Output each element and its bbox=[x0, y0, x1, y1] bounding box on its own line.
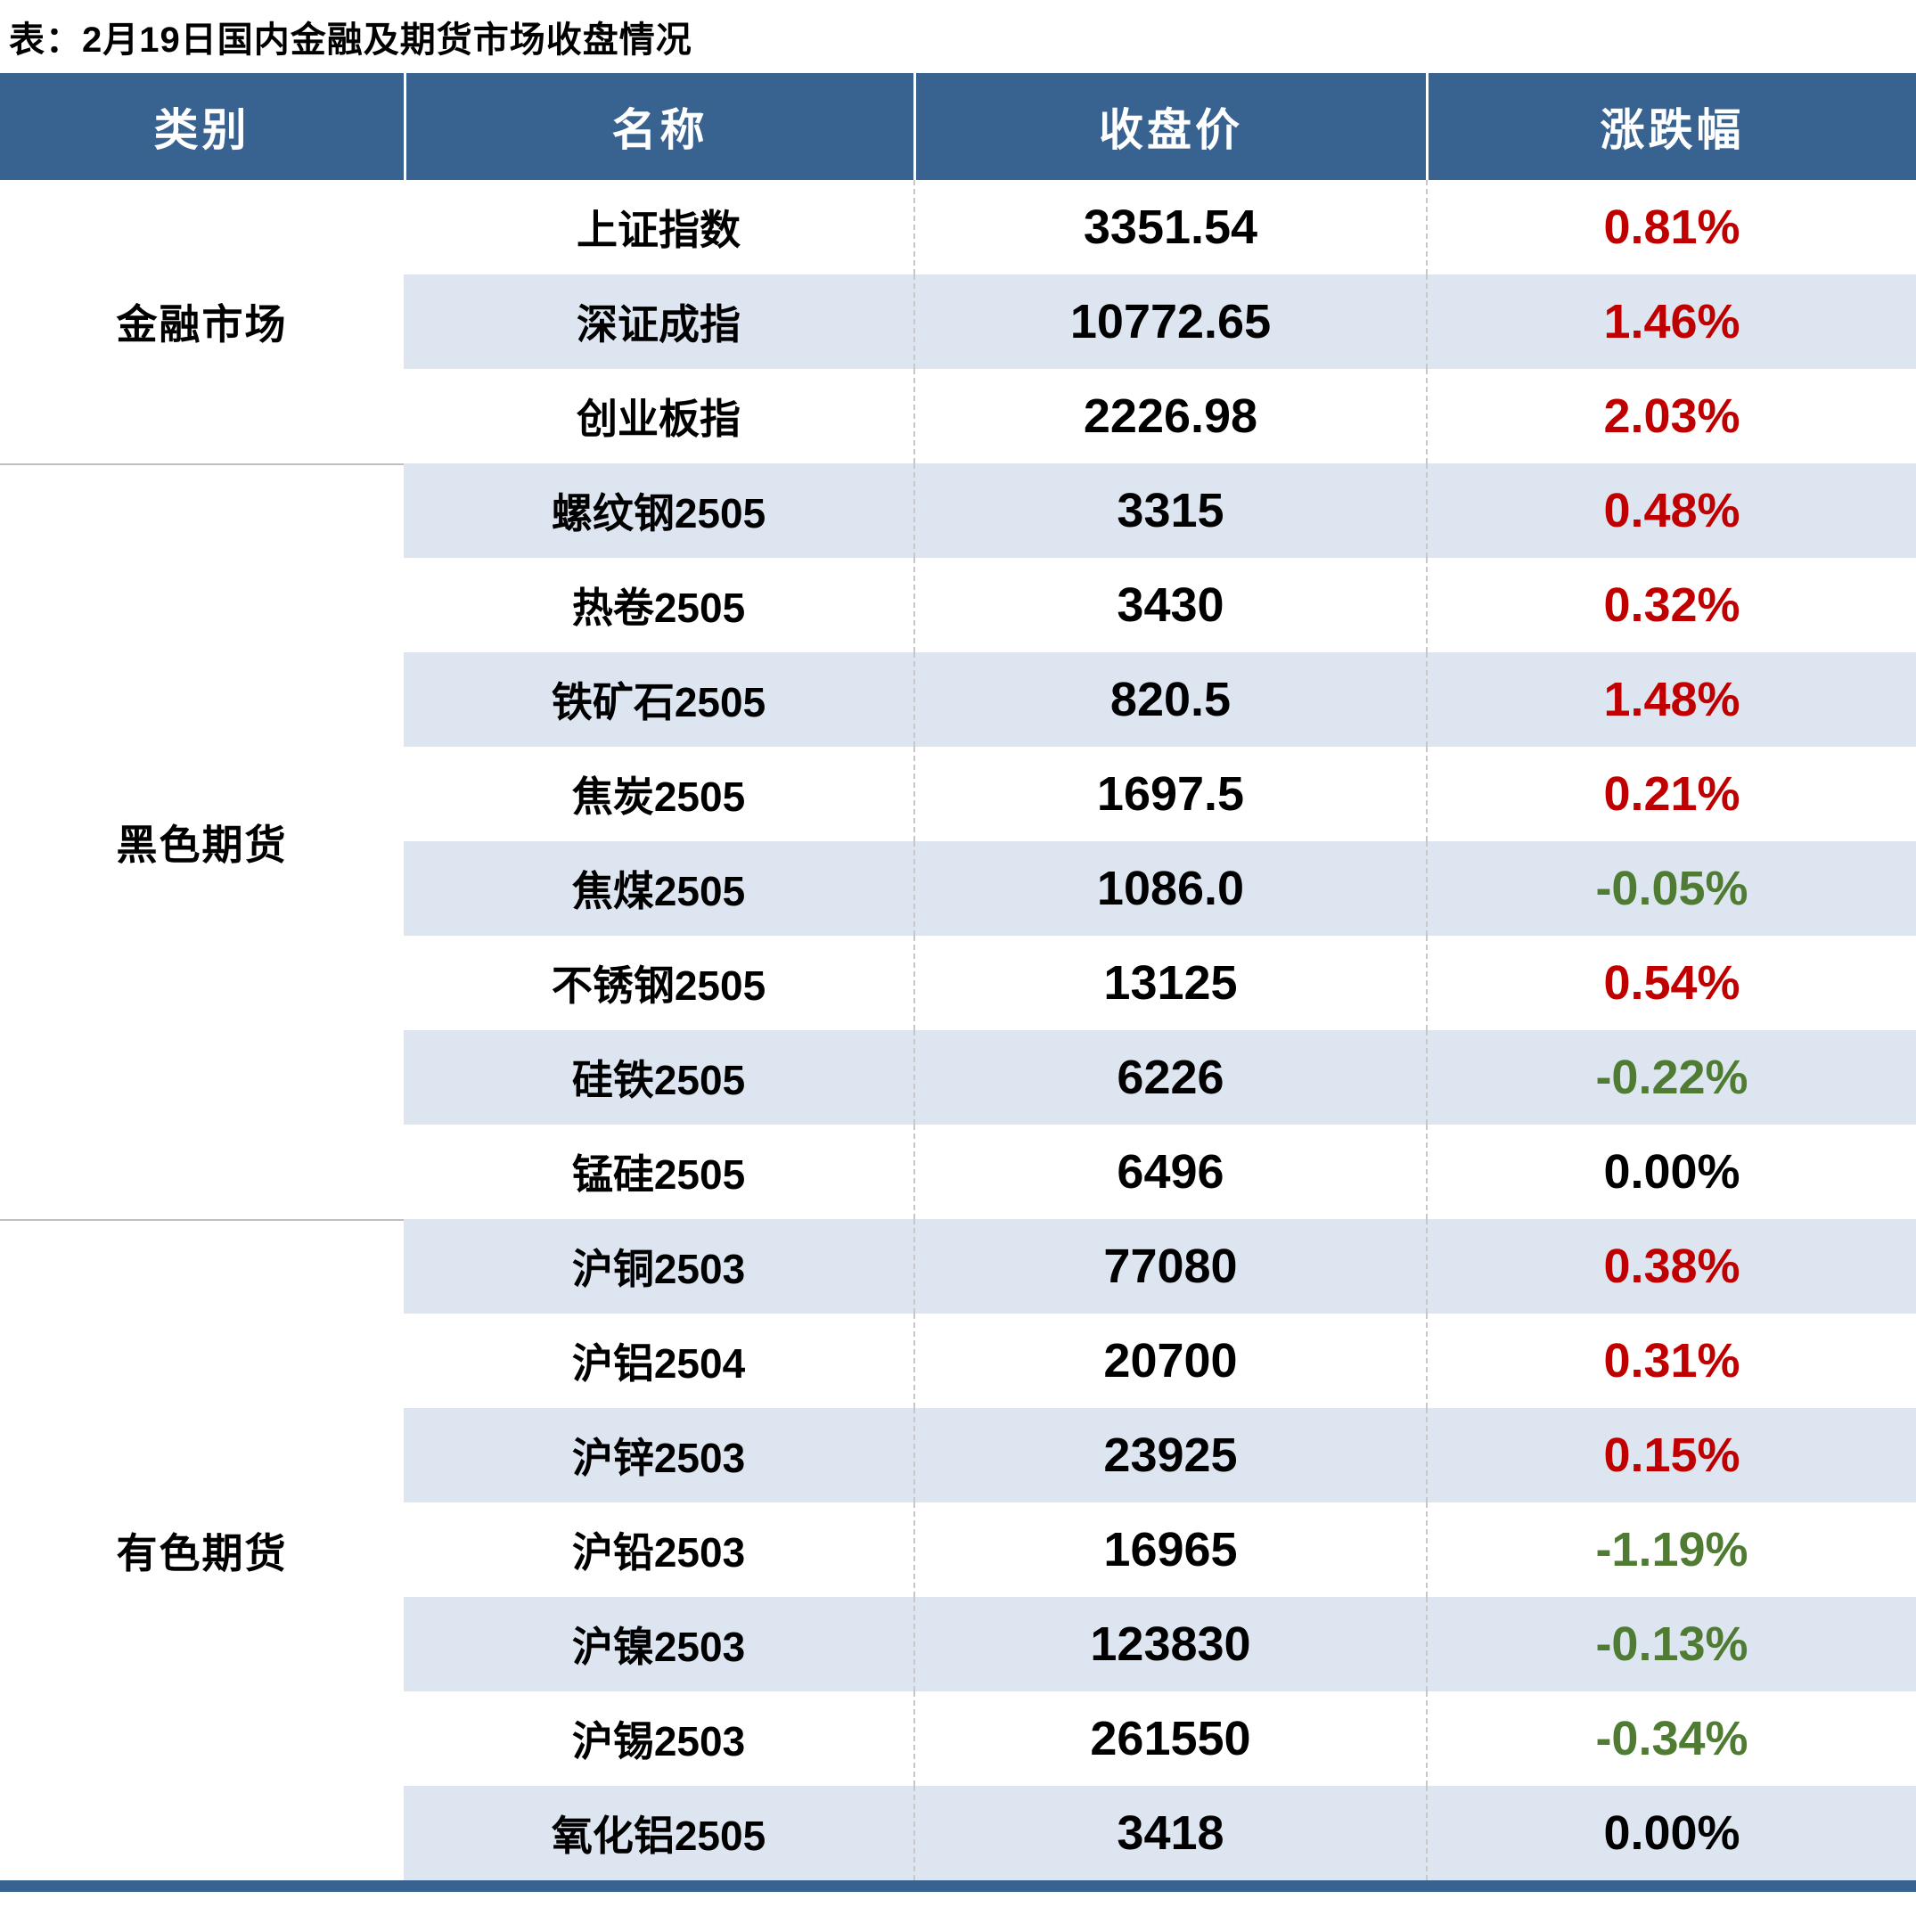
instrument-name: 铁矿石2505 bbox=[404, 652, 913, 747]
instrument-name: 焦煤2505 bbox=[404, 841, 913, 936]
change-percent: -0.05% bbox=[1426, 841, 1916, 936]
header-name: 名称 bbox=[404, 73, 913, 180]
table-row: 焦煤2505 1086.0 -0.05% bbox=[404, 841, 1916, 936]
change-percent: 0.00% bbox=[1426, 1786, 1916, 1880]
table-row: 创业板指 2226.98 2.03% bbox=[404, 369, 1916, 463]
change-percent: 0.21% bbox=[1426, 747, 1916, 841]
change-percent: 1.46% bbox=[1426, 274, 1916, 369]
instrument-name: 沪铜2503 bbox=[404, 1219, 913, 1314]
table-header-row: 类别 名称 收盘价 涨跌幅 bbox=[0, 73, 1916, 180]
instrument-name: 沪锡2503 bbox=[404, 1691, 913, 1786]
close-price: 13125 bbox=[913, 936, 1426, 1030]
change-percent: 0.54% bbox=[1426, 936, 1916, 1030]
table-row: 沪铝2504 20700 0.31% bbox=[404, 1314, 1916, 1408]
instrument-name: 创业板指 bbox=[404, 369, 913, 463]
change-percent: 0.32% bbox=[1426, 558, 1916, 652]
close-price: 16965 bbox=[913, 1502, 1426, 1597]
close-price: 1086.0 bbox=[913, 841, 1426, 936]
page-title: 表：2月19日国内金融及期货市场收盘情况 bbox=[9, 20, 692, 60]
change-percent: 0.38% bbox=[1426, 1219, 1916, 1314]
close-price: 77080 bbox=[913, 1219, 1426, 1314]
close-price: 10772.65 bbox=[913, 274, 1426, 369]
table-row: 深证成指 10772.65 1.46% bbox=[404, 274, 1916, 369]
category-column: 金融市场 黑色期货 有色期货 bbox=[0, 180, 404, 1880]
table-row: 焦炭2505 1697.5 0.21% bbox=[404, 747, 1916, 841]
instrument-name: 沪锌2503 bbox=[404, 1408, 913, 1502]
table-row: 锰硅2505 6496 0.00% bbox=[404, 1125, 1916, 1219]
instrument-name: 沪铅2503 bbox=[404, 1502, 913, 1597]
instrument-name: 不锈钢2505 bbox=[404, 936, 913, 1030]
change-percent: 0.48% bbox=[1426, 463, 1916, 558]
close-price: 6496 bbox=[913, 1125, 1426, 1219]
category-ferrous-futures: 黑色期货 bbox=[0, 463, 404, 1219]
close-price: 6226 bbox=[913, 1030, 1426, 1125]
instrument-name: 深证成指 bbox=[404, 274, 913, 369]
instrument-name: 热卷2505 bbox=[404, 558, 913, 652]
change-percent: -0.13% bbox=[1426, 1597, 1916, 1691]
table-row: 沪锌2503 23925 0.15% bbox=[404, 1408, 1916, 1502]
table-body: 金融市场 黑色期货 有色期货 上证指数 3351.54 0.81% 深证成指 1… bbox=[0, 180, 1916, 1880]
close-price: 3315 bbox=[913, 463, 1426, 558]
change-percent: 1.48% bbox=[1426, 652, 1916, 747]
header-change-percent: 涨跌幅 bbox=[1426, 73, 1916, 180]
instrument-name: 螺纹钢2505 bbox=[404, 463, 913, 558]
table-row: 不锈钢2505 13125 0.54% bbox=[404, 936, 1916, 1030]
table-row: 氧化铝2505 3418 0.00% bbox=[404, 1786, 1916, 1880]
close-price: 2226.98 bbox=[913, 369, 1426, 463]
category-nonferrous-futures: 有色期货 bbox=[0, 1219, 404, 1880]
table-row: 沪铜2503 77080 0.38% bbox=[404, 1219, 1916, 1314]
table-row: 热卷2505 3430 0.32% bbox=[404, 558, 1916, 652]
market-close-table: 类别 名称 收盘价 涨跌幅 金融市场 黑色期货 有色期货 上证指数 3351.5… bbox=[0, 73, 1916, 1892]
close-price: 1697.5 bbox=[913, 747, 1426, 841]
close-price: 3418 bbox=[913, 1786, 1426, 1880]
change-percent: 0.15% bbox=[1426, 1408, 1916, 1502]
close-price: 123830 bbox=[913, 1597, 1426, 1691]
instrument-name: 沪镍2503 bbox=[404, 1597, 913, 1691]
category-financial-market: 金融市场 bbox=[0, 180, 404, 463]
table-row: 沪镍2503 123830 -0.13% bbox=[404, 1597, 1916, 1691]
close-price: 20700 bbox=[913, 1314, 1426, 1408]
header-close-price: 收盘价 bbox=[913, 73, 1426, 180]
instrument-name: 焦炭2505 bbox=[404, 747, 913, 841]
instrument-name: 上证指数 bbox=[404, 180, 913, 274]
change-percent: 0.81% bbox=[1426, 180, 1916, 274]
change-percent: 2.03% bbox=[1426, 369, 1916, 463]
instrument-name: 沪铝2504 bbox=[404, 1314, 913, 1408]
table-row: 上证指数 3351.54 0.81% bbox=[404, 180, 1916, 274]
change-percent: -0.34% bbox=[1426, 1691, 1916, 1786]
bottom-border-bar bbox=[0, 1880, 1916, 1892]
change-percent: -0.22% bbox=[1426, 1030, 1916, 1125]
close-price: 23925 bbox=[913, 1408, 1426, 1502]
instrument-name: 硅铁2505 bbox=[404, 1030, 913, 1125]
table-row: 沪锡2503 261550 -0.34% bbox=[404, 1691, 1916, 1786]
close-price: 820.5 bbox=[913, 652, 1426, 747]
close-price: 3351.54 bbox=[913, 180, 1426, 274]
close-price: 3430 bbox=[913, 558, 1426, 652]
table-row: 硅铁2505 6226 -0.22% bbox=[404, 1030, 1916, 1125]
table-row: 沪铅2503 16965 -1.19% bbox=[404, 1502, 1916, 1597]
close-price: 261550 bbox=[913, 1691, 1426, 1786]
instrument-name: 氧化铝2505 bbox=[404, 1786, 913, 1880]
change-percent: 0.31% bbox=[1426, 1314, 1916, 1408]
instrument-name: 锰硅2505 bbox=[404, 1125, 913, 1219]
table-row: 铁矿石2505 820.5 1.48% bbox=[404, 652, 1916, 747]
data-rows: 上证指数 3351.54 0.81% 深证成指 10772.65 1.46% 创… bbox=[404, 180, 1916, 1880]
change-percent: 0.00% bbox=[1426, 1125, 1916, 1219]
header-category: 类别 bbox=[153, 105, 250, 155]
change-percent: -1.19% bbox=[1426, 1502, 1916, 1597]
table-row: 螺纹钢2505 3315 0.48% bbox=[404, 463, 1916, 558]
